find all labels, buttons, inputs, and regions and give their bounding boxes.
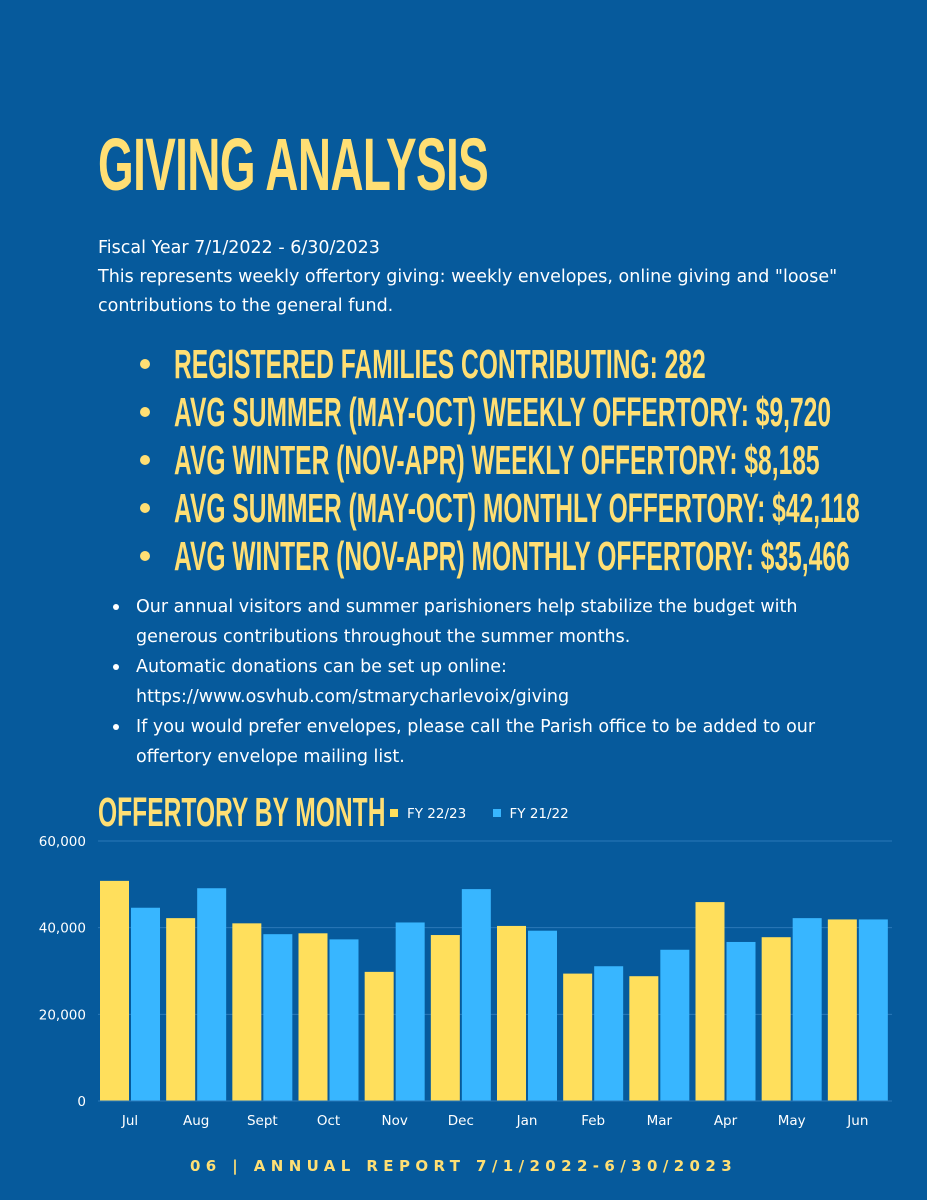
- stat-families: REGISTERED FAMILIES CONTRIBUTING: 282: [174, 341, 706, 387]
- note-online-giving: Automatic donations can be set up online…: [136, 657, 570, 707]
- note-item: Automatic donations can be set up online…: [112, 652, 852, 712]
- legend-label-fy2223: FY 22/23: [407, 806, 467, 822]
- bar-jan-fy2122: [528, 930, 557, 1101]
- y-tick-label: 60,000: [39, 834, 86, 850]
- bar-oct-fy2122: [329, 939, 359, 1101]
- bar-aug-fy2223: [166, 918, 196, 1101]
- note-item: Our annual visitors and summer parishion…: [112, 592, 852, 652]
- stat-summer-weekly: AVG SUMMER (MAY-OCT) WEEKLY OFFERTORY: $…: [174, 389, 832, 435]
- note-visitors: Our annual visitors and summer parishion…: [136, 597, 798, 647]
- bar-apr-fy2122: [726, 941, 756, 1101]
- x-tick-label: Mar: [647, 1113, 673, 1129]
- bullet-icon: [113, 724, 119, 730]
- fiscal-year-text: Fiscal Year 7/1/2022 - 6/30/2023: [98, 238, 380, 258]
- chart-title: OFFERTORY BY MONTH: [98, 789, 386, 835]
- bar-jul-fy2223: [100, 880, 129, 1101]
- x-tick-label: Jul: [121, 1113, 138, 1129]
- bar-dec-fy2122: [461, 889, 491, 1101]
- bar-feb-fy2122: [594, 966, 624, 1101]
- bar-jun-fy2122: [858, 919, 888, 1101]
- bar-jun-fy2223: [827, 919, 857, 1101]
- chart-legend: FY 22/23 FY 21/22: [390, 806, 591, 822]
- legend-item-fy2122: FY 21/22: [492, 806, 569, 822]
- bar-feb-fy2223: [563, 973, 593, 1101]
- x-tick-label: Sept: [247, 1113, 278, 1129]
- bullet-icon: [140, 359, 150, 369]
- stat-winter-weekly: AVG WINTER (NOV-APR) WEEKLY OFFERTORY: $…: [174, 437, 820, 483]
- bar-mar-fy2122: [660, 949, 690, 1101]
- bar-may-fy2122: [792, 918, 822, 1101]
- bullet-icon: [113, 664, 119, 670]
- legend-label-fy2122: FY 21/22: [509, 806, 569, 822]
- bar-sept-fy2223: [232, 923, 262, 1101]
- bar-oct-fy2223: [298, 933, 328, 1101]
- x-tick-label: Jun: [846, 1113, 868, 1129]
- x-tick-label: Jan: [516, 1113, 538, 1129]
- bar-apr-fy2223: [695, 902, 725, 1101]
- bar-nov-fy2223: [364, 971, 394, 1101]
- bullet-icon: [113, 604, 119, 610]
- page-footer: 06 | ANNUAL REPORT 7/1/2022-6/30/2023: [189, 1157, 738, 1175]
- bar-jan-fy2223: [497, 925, 526, 1101]
- page-title: GIVING ANALYSIS: [98, 123, 489, 206]
- x-tick-label: Apr: [714, 1113, 738, 1129]
- bar-may-fy2223: [761, 937, 791, 1101]
- x-tick-label: Oct: [317, 1113, 340, 1129]
- x-tick-label: May: [778, 1113, 806, 1129]
- bar-aug-fy2122: [197, 888, 227, 1101]
- offertory-bar-chart: 0 20,000 40,000 60,000 Jul Aug Sept Oct Nov Dec Ja…: [39, 834, 892, 1129]
- x-tick-label: Dec: [448, 1113, 474, 1129]
- bar-sept-fy2122: [263, 934, 293, 1101]
- description-text: This represents weekly offertory giving:…: [98, 267, 838, 316]
- note-envelopes: If you would prefer envelopes, please ca…: [136, 717, 816, 767]
- bullet-icon: [140, 455, 150, 465]
- x-tick-label: Nov: [381, 1113, 407, 1129]
- y-tick-label: 0: [77, 1094, 86, 1110]
- bullet-icon: [140, 503, 150, 513]
- y-tick-label: 40,000: [39, 921, 86, 937]
- bullet-icon: [140, 407, 150, 417]
- intro-section: Fiscal Year 7/1/2022 - 6/30/2023 This re…: [98, 234, 868, 321]
- bullet-icon: [140, 551, 150, 561]
- note-item: If you would prefer envelopes, please ca…: [112, 712, 852, 772]
- legend-item-fy2223: FY 22/23: [390, 806, 466, 822]
- legend-swatch-fy2122: [492, 809, 501, 817]
- legend-swatch-fy2223: [390, 809, 398, 817]
- stat-summer-monthly: AVG SUMMER (MAY-OCT) MONTHLY OFFERTORY: …: [174, 485, 860, 531]
- stat-winter-monthly: AVG WINTER (NOV-APR) MONTHLY OFFERTORY: …: [174, 533, 850, 579]
- bar-jul-fy2122: [131, 907, 160, 1101]
- bar-nov-fy2122: [395, 922, 425, 1101]
- bar-dec-fy2223: [430, 935, 460, 1101]
- notes-list: Our annual visitors and summer parishion…: [112, 592, 852, 772]
- bar-mar-fy2223: [629, 976, 659, 1101]
- y-tick-label: 20,000: [39, 1007, 86, 1023]
- x-tick-label: Aug: [183, 1113, 209, 1129]
- x-tick-label: Feb: [581, 1113, 605, 1129]
